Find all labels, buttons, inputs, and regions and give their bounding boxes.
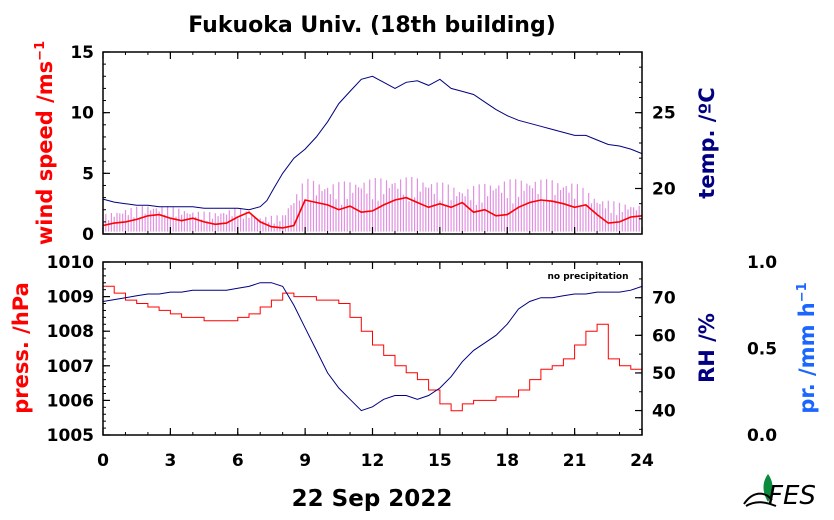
hour-tick-label: 18: [495, 451, 519, 471]
precipitation-tick-label: 1.0: [747, 253, 777, 273]
temperature-axis-label: temp. /ºC: [695, 87, 719, 198]
wind-speed-tick-label: 15: [70, 43, 94, 63]
bottom-panel: 0 3 6 9 12 15 18 21 24 1005 1006 1007 1008 1009 1010 40…: [9, 253, 819, 471]
hour-tick-label: 6: [232, 451, 244, 471]
pressure-tick-label: 1009: [47, 288, 94, 308]
humidity-tick-label: 50: [652, 364, 676, 384]
hour-tick-label: 12: [361, 451, 385, 471]
hour-tick-label: 0: [97, 451, 109, 471]
pressure-series: [103, 285, 643, 412]
wind-speed-tick-label: 10: [70, 104, 94, 124]
bottom-plot-frame: [102, 261, 643, 436]
precipitation-tick-label: 0.5: [747, 340, 777, 360]
precipitation-annotation: no precipitation: [547, 272, 628, 282]
logo-text: FES: [768, 481, 816, 511]
wind-speed-tick-label: 5: [82, 164, 94, 184]
hour-tick-label: 21: [563, 451, 587, 471]
precipitation-unit-superscript: −1: [795, 282, 810, 302]
pressure-tick-label: 1007: [47, 357, 94, 377]
top-panel: 0 5 10 15 20 25 wind speed /ms−1 temp. /ºC: [33, 41, 719, 245]
wind-speed-series: [102, 196, 643, 229]
chart-title: Fukuoka Univ. (18th building): [188, 13, 556, 38]
humidity-axis-label: RH /%: [695, 313, 719, 383]
pressure-tick-label: 1008: [47, 322, 94, 342]
hour-tick-label: 15: [428, 451, 452, 471]
pressure-line: [103, 285, 643, 412]
hour-tick-label: 9: [299, 451, 311, 471]
wind-speed-line: [102, 196, 643, 229]
pressure-axis-label: press. /hPa: [9, 282, 33, 414]
pressure-tick-label: 1006: [47, 391, 94, 411]
top-axis-ticks: 0 5 10 15 20 25: [70, 43, 676, 245]
hour-tick-label: 3: [164, 451, 176, 471]
bottom-axis-ticks: 0 3 6 9 12 15 18 21 24 1005 1006 1007 1008 1009 1010 40…: [47, 253, 778, 471]
temperature-line: [102, 75, 643, 211]
temperature-series: [102, 75, 643, 211]
wind-speed-unit-superscript: −1: [33, 41, 48, 61]
pressure-tick-label: 1005: [47, 426, 94, 446]
logo-swoosh: [743, 492, 777, 507]
humidity-tick-label: 70: [652, 289, 676, 309]
temperature-tick-label: 25: [652, 104, 676, 124]
humidity-tick-label: 60: [652, 326, 676, 346]
precipitation-axis-label: pr. /mm h−1: [795, 282, 819, 413]
wind-gust-series: [102, 177, 640, 232]
hour-tick-label: 24: [630, 451, 654, 471]
humidity-line: [102, 282, 643, 412]
fes-logo: FES: [743, 474, 816, 511]
temperature-tick-label: 20: [652, 180, 676, 200]
wind-speed-axis-label: wind speed /ms−1: [33, 41, 57, 245]
humidity-series: [102, 282, 643, 412]
date-label: 22 Sep 2022: [292, 486, 453, 512]
wind-speed-tick-label: 0: [82, 225, 94, 245]
humidity-tick-label: 40: [652, 402, 676, 422]
pressure-tick-label: 1010: [47, 253, 94, 273]
precipitation-tick-label: 0.0: [747, 426, 777, 446]
